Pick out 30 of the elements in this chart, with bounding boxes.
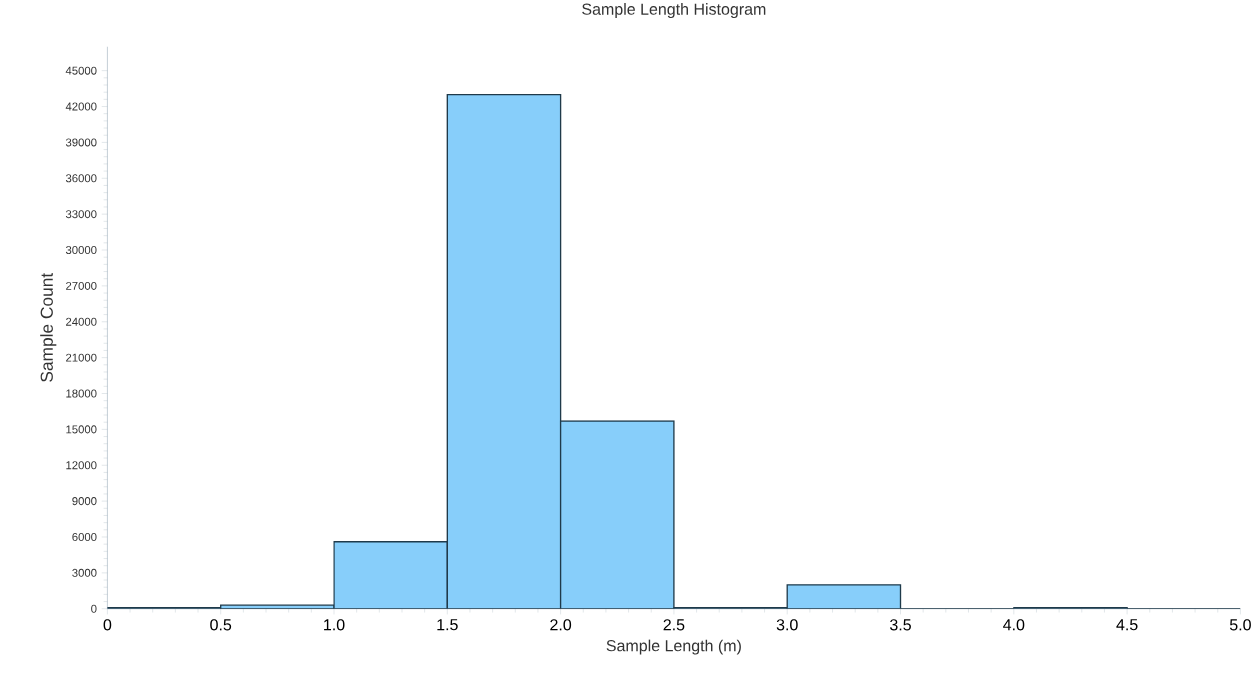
y-tick-label: 27000 (66, 281, 97, 290)
y-tick-label: 9000 (72, 497, 97, 506)
y-tick-label: 24000 (66, 317, 97, 326)
x-tick-label: 4.0 (1003, 619, 1025, 631)
y-tick-label: 6000 (72, 532, 97, 541)
x-tick-label: 4.5 (1116, 619, 1138, 631)
x-tick-label: 3.5 (889, 619, 911, 631)
y-tick-label: 15000 (66, 425, 97, 434)
x-tick-label: 3.0 (776, 619, 798, 631)
x-tick-label: 0.5 (210, 619, 232, 631)
y-tick-label: 3000 (72, 568, 97, 577)
x-tick-label: 5.0 (1229, 619, 1251, 631)
y-tick-label: 39000 (65, 138, 97, 147)
y-tick-label: 30000 (65, 246, 97, 255)
y-tick-label: 33000 (65, 210, 97, 219)
x-tick-label: 2.0 (550, 619, 572, 631)
chart-title: Sample Length Histogram (582, 3, 766, 19)
y-tick-label: 0 (91, 604, 97, 613)
y-tick-label: 21000 (66, 353, 97, 362)
y-tick-label: 12000 (66, 461, 97, 470)
x-axis-title: Sample Length (m) (606, 639, 741, 655)
x-tick-label: 2.5 (663, 619, 685, 631)
x-tick-label: 1.5 (437, 619, 458, 631)
y-tick-label: 36000 (65, 174, 97, 183)
y-tick-label: 42000 (65, 102, 97, 111)
y-tick-label: 45000 (65, 66, 97, 75)
y-tick-label: 18000 (66, 389, 97, 398)
y-axis-title: Sample Count (40, 272, 57, 382)
x-tick-label: 0 (103, 619, 112, 631)
x-tick-label: 1.0 (324, 619, 345, 631)
